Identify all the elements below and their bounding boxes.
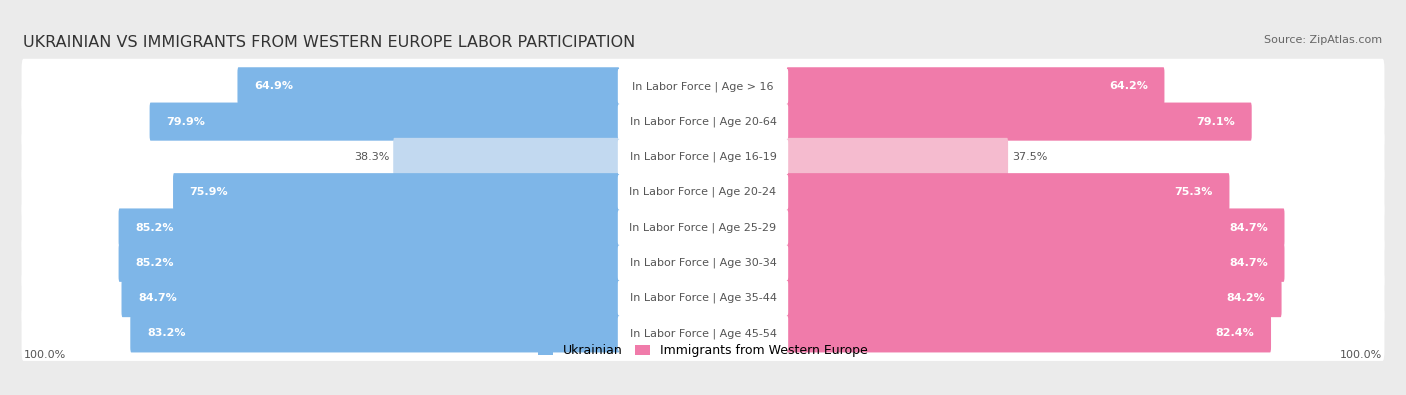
Text: In Labor Force | Age 16-19: In Labor Force | Age 16-19 bbox=[630, 152, 776, 162]
FancyBboxPatch shape bbox=[21, 165, 1385, 220]
FancyBboxPatch shape bbox=[786, 314, 1271, 352]
FancyBboxPatch shape bbox=[118, 209, 620, 246]
Text: 85.2%: 85.2% bbox=[135, 222, 174, 233]
Text: UKRAINIAN VS IMMIGRANTS FROM WESTERN EUROPE LABOR PARTICIPATION: UKRAINIAN VS IMMIGRANTS FROM WESTERN EUR… bbox=[24, 35, 636, 50]
Text: In Labor Force | Age 25-29: In Labor Force | Age 25-29 bbox=[630, 222, 776, 233]
Text: 84.2%: 84.2% bbox=[1226, 293, 1265, 303]
Text: Source: ZipAtlas.com: Source: ZipAtlas.com bbox=[1264, 35, 1382, 45]
FancyBboxPatch shape bbox=[21, 306, 1385, 361]
FancyBboxPatch shape bbox=[617, 175, 789, 209]
FancyBboxPatch shape bbox=[21, 130, 1385, 184]
FancyBboxPatch shape bbox=[131, 314, 620, 352]
Text: 37.5%: 37.5% bbox=[1012, 152, 1047, 162]
Text: 75.3%: 75.3% bbox=[1174, 187, 1213, 197]
FancyBboxPatch shape bbox=[617, 210, 789, 245]
FancyBboxPatch shape bbox=[21, 200, 1385, 255]
FancyBboxPatch shape bbox=[786, 103, 1251, 141]
FancyBboxPatch shape bbox=[786, 138, 1008, 176]
Text: 84.7%: 84.7% bbox=[1229, 222, 1268, 233]
FancyBboxPatch shape bbox=[786, 244, 1285, 282]
FancyBboxPatch shape bbox=[617, 69, 789, 103]
FancyBboxPatch shape bbox=[617, 104, 789, 139]
FancyBboxPatch shape bbox=[617, 281, 789, 315]
FancyBboxPatch shape bbox=[21, 271, 1385, 325]
Text: 85.2%: 85.2% bbox=[135, 258, 174, 268]
Text: 83.2%: 83.2% bbox=[146, 328, 186, 339]
Text: In Labor Force | Age 20-24: In Labor Force | Age 20-24 bbox=[630, 187, 776, 198]
Text: 75.9%: 75.9% bbox=[190, 187, 228, 197]
Text: 64.9%: 64.9% bbox=[254, 81, 292, 91]
Text: In Labor Force | Age 30-34: In Labor Force | Age 30-34 bbox=[630, 258, 776, 268]
FancyBboxPatch shape bbox=[786, 67, 1164, 105]
FancyBboxPatch shape bbox=[173, 173, 620, 211]
Text: 84.7%: 84.7% bbox=[138, 293, 177, 303]
Text: In Labor Force | Age 35-44: In Labor Force | Age 35-44 bbox=[630, 293, 776, 303]
Text: 79.9%: 79.9% bbox=[166, 117, 205, 127]
Text: 100.0%: 100.0% bbox=[1340, 350, 1382, 360]
Text: 79.1%: 79.1% bbox=[1197, 117, 1234, 127]
FancyBboxPatch shape bbox=[118, 244, 620, 282]
FancyBboxPatch shape bbox=[786, 279, 1281, 317]
FancyBboxPatch shape bbox=[121, 279, 620, 317]
Text: In Labor Force | Age 45-54: In Labor Force | Age 45-54 bbox=[630, 328, 776, 339]
Text: 82.4%: 82.4% bbox=[1216, 328, 1254, 339]
Text: 100.0%: 100.0% bbox=[24, 350, 66, 360]
FancyBboxPatch shape bbox=[238, 67, 620, 105]
FancyBboxPatch shape bbox=[394, 138, 620, 176]
Text: 64.2%: 64.2% bbox=[1109, 81, 1147, 91]
FancyBboxPatch shape bbox=[21, 235, 1385, 290]
FancyBboxPatch shape bbox=[21, 94, 1385, 149]
FancyBboxPatch shape bbox=[21, 59, 1385, 114]
Text: In Labor Force | Age > 16: In Labor Force | Age > 16 bbox=[633, 81, 773, 92]
FancyBboxPatch shape bbox=[786, 173, 1229, 211]
FancyBboxPatch shape bbox=[617, 316, 789, 351]
FancyBboxPatch shape bbox=[617, 246, 789, 280]
Text: 84.7%: 84.7% bbox=[1229, 258, 1268, 268]
Legend: Ukrainian, Immigrants from Western Europe: Ukrainian, Immigrants from Western Europ… bbox=[538, 344, 868, 357]
FancyBboxPatch shape bbox=[149, 103, 620, 141]
Text: 38.3%: 38.3% bbox=[354, 152, 389, 162]
FancyBboxPatch shape bbox=[617, 139, 789, 174]
Text: In Labor Force | Age 20-64: In Labor Force | Age 20-64 bbox=[630, 117, 776, 127]
FancyBboxPatch shape bbox=[786, 209, 1285, 246]
